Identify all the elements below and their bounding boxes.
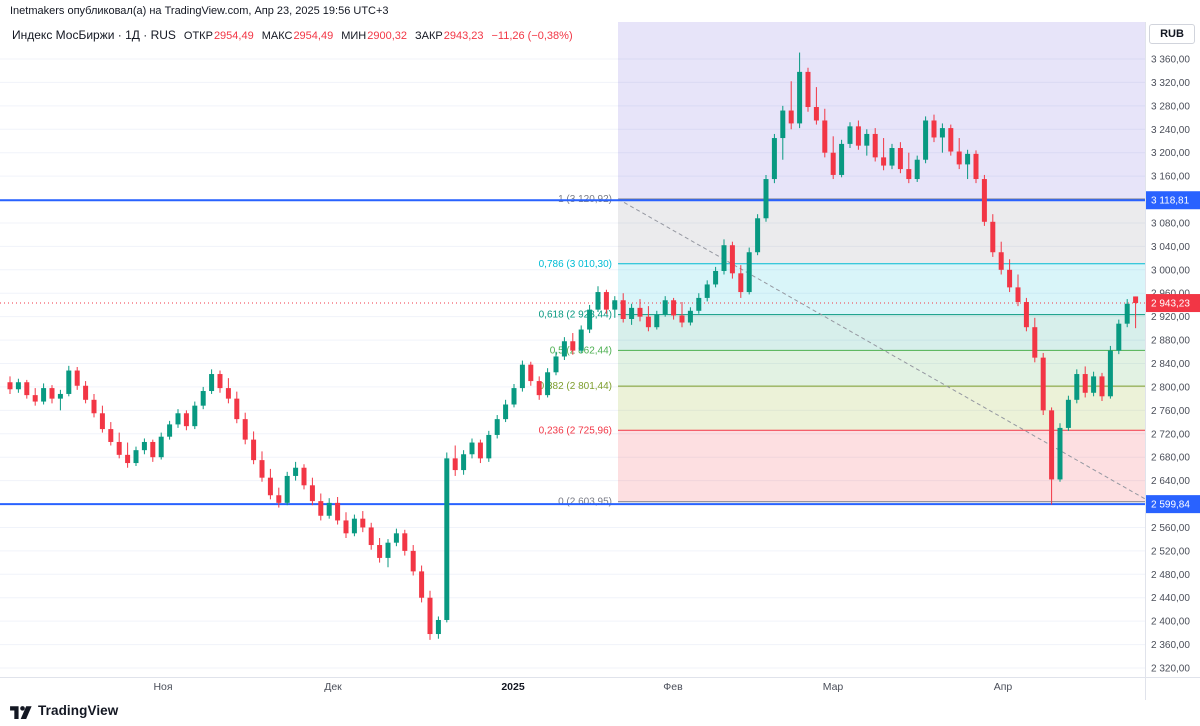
- price-tick-label: 2 560,00: [1151, 523, 1190, 534]
- fib-level-label: 0,382 (2 801,44): [539, 381, 612, 392]
- candlestick-series: [7, 52, 1139, 640]
- time-tick-label: Апр: [994, 681, 1013, 693]
- time-tick-label: Мар: [823, 681, 844, 693]
- currency-rub-button[interactable]: RUB: [1149, 24, 1195, 44]
- price-tick-label: 3 320,00: [1151, 78, 1190, 89]
- chart-legend: Индекс МосБиржи · 1Д · RUS ОТКР 2954,49 М…: [12, 28, 573, 42]
- tradingview-logo-icon: [10, 706, 32, 719]
- svg-text:2 599,84: 2 599,84: [1151, 500, 1190, 511]
- attribution-text: Inetmakers опубликовал(а) на TradingView…: [10, 5, 389, 17]
- price-tick-label: 3 240,00: [1151, 125, 1190, 136]
- grid-lines: [0, 58, 1145, 669]
- price-tick-label: 3 360,00: [1151, 55, 1190, 66]
- price-axis[interactable]: 3 360,00 3 320,00 3 280,00 3 240,00 3 200,00…: [0, 22, 1200, 700]
- price-tick-label: 2 480,00: [1151, 570, 1190, 581]
- price-tick-label: 2 760,00: [1151, 406, 1190, 417]
- price-tick-label: 2 880,00: [1151, 336, 1190, 347]
- price-badge: [1146, 294, 1200, 313]
- price-tick-label: 3 040,00: [1151, 242, 1190, 253]
- price-tick-label: 3 080,00: [1151, 218, 1190, 229]
- price-badge: [1146, 495, 1200, 514]
- price-tick-label: 2 400,00: [1151, 617, 1190, 628]
- price-tick-label: 2 320,00: [1151, 664, 1190, 675]
- price-tick-label: 2 440,00: [1151, 593, 1190, 604]
- horizontal-ray-lines[interactable]: [0, 199, 1145, 506]
- legend-close: ЗАКР 2943,23: [414, 30, 484, 42]
- price-tick-label: 3 280,00: [1151, 101, 1190, 112]
- time-tick-label: Фев: [663, 681, 683, 693]
- price-tick-label: 2 640,00: [1151, 476, 1190, 487]
- price-badge: [1146, 191, 1200, 210]
- price-tick-label: 3 160,00: [1151, 172, 1190, 183]
- fib-level-label: 0,618 (2 923,44): [539, 310, 612, 321]
- fib-bands: [618, 22, 1145, 502]
- svg-text:3 118,81: 3 118,81: [1151, 196, 1190, 207]
- price-tick-label: 2 920,00: [1151, 312, 1190, 323]
- symbol-title[interactable]: Индекс МосБиржи · 1Д · RUS: [12, 28, 176, 42]
- legend-change: −11,26 (−0,38%): [491, 30, 573, 42]
- legend-high: МАКС 2954,49: [261, 30, 334, 42]
- price-tick-label: 2 360,00: [1151, 640, 1190, 651]
- price-tick-label: 2 800,00: [1151, 382, 1190, 393]
- time-axis[interactable]: Ноя Дек 2025 Фев Мар Апр: [153, 681, 1012, 693]
- fib-level-label: 0,236 (2 725,96): [539, 425, 612, 436]
- price-tick-label: 2 520,00: [1151, 546, 1190, 557]
- tradingview-brand-link[interactable]: TradingView: [10, 702, 118, 719]
- time-tick-label: 2025: [501, 681, 525, 693]
- price-tick-label: 3 000,00: [1151, 265, 1190, 276]
- svg-text:2 943,23: 2 943,23: [1151, 299, 1190, 310]
- price-tick-label: 3 200,00: [1151, 148, 1190, 159]
- time-tick-label: Дек: [324, 681, 342, 693]
- time-tick-label: Ноя: [153, 681, 172, 693]
- fib-level-label: 0 (2 603,95): [558, 497, 612, 508]
- tradingview-brand-text: TradingView: [38, 703, 119, 718]
- legend-low: МИН 2900,32: [341, 30, 407, 42]
- price-tick-label: 2 680,00: [1151, 453, 1190, 464]
- fib-level-label: 0,786 (3 010,30): [539, 259, 612, 270]
- legend-open: ОТКР 2954,49: [183, 30, 254, 42]
- price-tick-label: 2 720,00: [1151, 429, 1190, 440]
- price-tick-label: 2 840,00: [1151, 359, 1190, 370]
